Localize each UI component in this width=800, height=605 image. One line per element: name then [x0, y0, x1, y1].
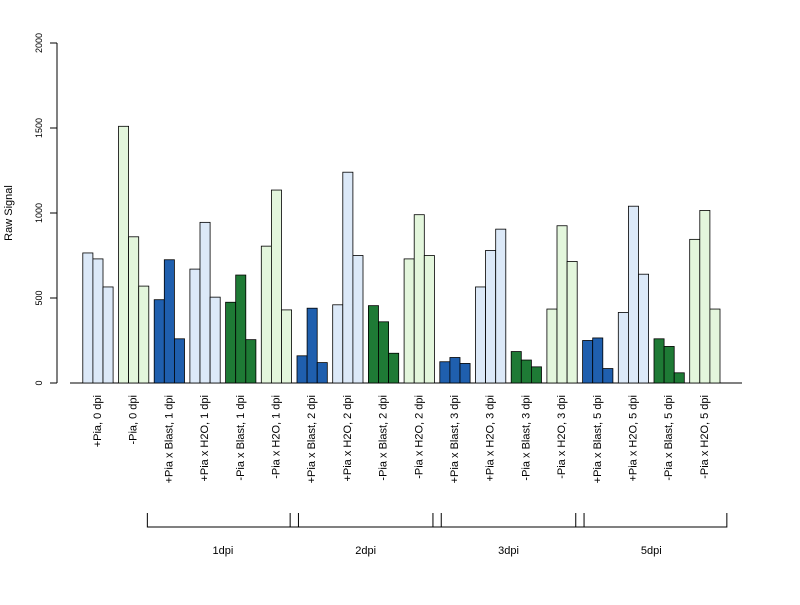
bar [673, 372, 685, 384]
bar [367, 305, 379, 384]
x-tick-label: +Pia x H2O, 2 dpi [342, 395, 354, 482]
x-tick-label: +Pia x Blast, 1 dpi [163, 395, 175, 483]
bar [352, 255, 364, 384]
group-bracket-label: 1dpi [213, 545, 234, 557]
bar [439, 361, 451, 384]
bar [163, 259, 175, 384]
y-axis-label: Raw Signal [3, 185, 15, 241]
bar [118, 125, 130, 384]
x-tick-labels: +Pia, 0 dpi -Pia, 0 dpi +Pia x Blast, 1 dp… [92, 395, 711, 483]
bar [423, 255, 435, 384]
x-tick-label: -Pia x H2O, 1 dpi [270, 395, 282, 479]
bar [653, 338, 665, 384]
bar [556, 225, 568, 384]
bar [495, 228, 507, 384]
bar [449, 357, 461, 384]
bar [316, 362, 328, 384]
group-bracket-label: 3dpi [498, 545, 519, 557]
x-tick-label: +Pia x Blast, 5 dpi [592, 395, 604, 483]
bar [281, 309, 293, 384]
y-tick-label: 2000 [34, 33, 44, 53]
bar [520, 359, 532, 384]
bar [413, 214, 425, 384]
bar [342, 171, 354, 384]
bar [173, 338, 185, 384]
bar [138, 285, 150, 384]
bar [189, 268, 201, 384]
group-bracket [575, 513, 728, 528]
bar [225, 301, 237, 384]
bar [592, 337, 604, 384]
bar [245, 339, 257, 384]
bar [663, 346, 675, 384]
y-axis: 0 500 1000 1500 2000 [34, 33, 58, 386]
x-tick-label: +Pia x H2O, 5 dpi [627, 395, 639, 482]
group-bracket [432, 513, 585, 528]
group-bracket-label: 2dpi [355, 545, 376, 557]
bar [546, 308, 558, 384]
y-tick-label: 500 [34, 290, 44, 305]
bar [199, 221, 211, 384]
bar [153, 299, 165, 384]
x-tick-label: -Pia x Blast, 5 dpi [663, 395, 675, 481]
bar [102, 286, 114, 384]
bar [128, 236, 140, 384]
bar [260, 245, 272, 384]
bar-series [82, 125, 721, 384]
bar [296, 355, 308, 384]
x-tick-label: +Pia x H2O, 3 dpi [485, 395, 497, 482]
group-bracket-label: 5dpi [641, 545, 662, 557]
x-tick-label: +Pia x Blast, 2 dpi [306, 395, 318, 483]
bar [92, 258, 104, 384]
x-tick-label: -Pia x H2O, 2 dpi [413, 395, 425, 479]
bar [388, 352, 400, 384]
bar [638, 273, 650, 384]
bar [485, 249, 497, 384]
bar [602, 368, 614, 384]
bar [709, 308, 721, 384]
x-tick-label: -Pia, 0 dpi [128, 395, 140, 445]
x-tick-label: -Pia x Blast, 3 dpi [520, 395, 532, 481]
bar [617, 312, 629, 384]
bar [270, 189, 282, 384]
bar [209, 296, 221, 384]
bar [82, 252, 94, 384]
bar [699, 210, 711, 384]
bar [510, 351, 522, 384]
x-tick-label: -Pia x H2O, 3 dpi [556, 395, 568, 479]
y-tick-label: 1000 [34, 203, 44, 223]
x-tick-label: +Pia, 0 dpi [92, 395, 104, 447]
bar [531, 366, 542, 384]
bar [378, 321, 390, 384]
group-brackets: 1dpi 2dpi 3dpi 5dpi [146, 513, 728, 557]
group-bracket [289, 513, 442, 528]
x-tick-label: -Pia x Blast, 1 dpi [235, 395, 247, 481]
bar [306, 307, 318, 384]
bar [475, 286, 487, 384]
x-tick-label: -Pia x H2O, 5 dpi [699, 395, 711, 479]
bar [235, 274, 247, 384]
group-bracket [146, 513, 299, 528]
y-tick-label: 1500 [34, 118, 44, 138]
x-tick-label: -Pia x Blast, 2 dpi [378, 395, 390, 481]
y-tick-label: 0 [34, 380, 44, 385]
bar [459, 363, 471, 384]
bar [403, 258, 415, 384]
bar [628, 205, 639, 384]
x-tick-label: +Pia x Blast, 3 dpi [449, 395, 461, 483]
bar [566, 261, 578, 384]
bar [689, 238, 701, 384]
bar [332, 304, 344, 384]
bar [582, 340, 594, 384]
x-tick-label: +Pia x H2O, 1 dpi [199, 395, 211, 482]
